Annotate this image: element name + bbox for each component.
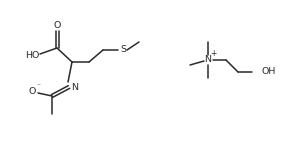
Text: S: S — [120, 46, 126, 54]
Text: ⁻: ⁻ — [36, 81, 40, 91]
Text: O: O — [28, 87, 36, 97]
Text: HO: HO — [25, 52, 39, 60]
Text: N: N — [71, 82, 78, 92]
Text: N: N — [205, 55, 212, 65]
Text: OH: OH — [261, 67, 275, 77]
Text: O: O — [53, 20, 61, 29]
Text: +: + — [210, 49, 216, 59]
